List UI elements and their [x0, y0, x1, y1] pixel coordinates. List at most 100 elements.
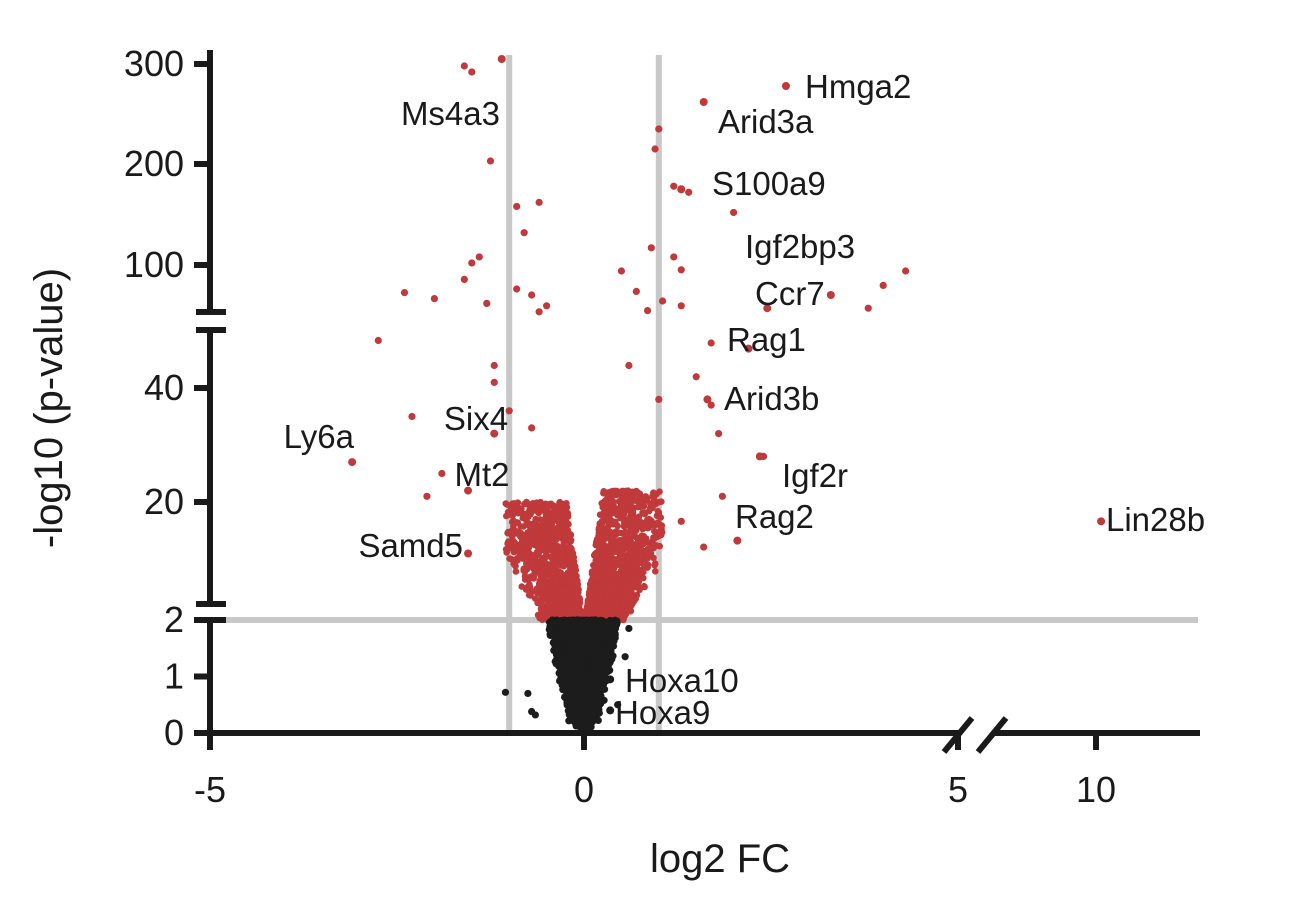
data-point — [635, 523, 643, 530]
data-point — [567, 597, 574, 605]
data-point — [545, 610, 553, 618]
data-point — [510, 517, 517, 524]
data-point — [533, 516, 540, 523]
data-point — [596, 511, 604, 518]
data-point — [509, 503, 516, 511]
data-point — [620, 510, 628, 518]
data-point — [597, 589, 605, 597]
data-point — [505, 538, 512, 545]
data-point — [636, 586, 643, 594]
data-point — [637, 547, 645, 555]
data-point — [526, 522, 533, 530]
data-point — [645, 524, 653, 531]
data-point — [630, 522, 638, 530]
data-point — [638, 569, 646, 577]
data-point — [557, 556, 565, 563]
data-point — [595, 560, 603, 568]
data-point — [512, 568, 520, 575]
data-point — [643, 497, 650, 504]
data-point — [637, 498, 644, 506]
data-point — [626, 549, 634, 557]
data-point — [530, 553, 537, 560]
data-point — [552, 609, 560, 616]
data-point — [605, 528, 613, 536]
data-point — [641, 520, 648, 528]
data-point — [557, 510, 565, 518]
data-point — [633, 591, 641, 599]
data-point — [508, 556, 515, 563]
data-point — [650, 544, 657, 552]
data-point — [614, 522, 621, 530]
data-point — [608, 536, 615, 543]
data-point — [535, 547, 542, 555]
data-point — [515, 504, 522, 511]
data-point — [535, 509, 542, 517]
data-point — [570, 562, 578, 570]
data-point — [608, 498, 616, 506]
data-point — [616, 537, 623, 544]
data-point — [538, 603, 545, 611]
data-point — [561, 572, 569, 579]
data-point — [623, 522, 630, 529]
data-point — [553, 603, 560, 610]
data-point — [616, 548, 624, 556]
data-point — [623, 594, 630, 602]
data-point — [548, 536, 555, 544]
data-point — [504, 501, 511, 508]
data-point — [538, 598, 546, 605]
data-point — [538, 517, 545, 524]
data-point — [540, 524, 548, 532]
data-point — [548, 525, 556, 533]
data-point — [573, 597, 581, 604]
data-point — [549, 509, 557, 516]
data-point — [535, 558, 543, 565]
data-point — [517, 523, 524, 530]
data-point — [518, 540, 525, 548]
data-point — [613, 570, 621, 578]
data-point — [654, 508, 662, 515]
data-point — [561, 504, 568, 511]
data-point — [620, 496, 627, 504]
data-point — [608, 520, 615, 528]
data-point — [547, 531, 555, 538]
data-point — [514, 528, 521, 535]
data-point — [553, 560, 561, 568]
data-point — [612, 592, 620, 600]
data-point — [637, 534, 644, 541]
data-point — [600, 567, 608, 575]
data-point — [657, 514, 664, 521]
data-point — [654, 519, 661, 527]
data-point — [652, 568, 659, 575]
data-point — [602, 515, 609, 522]
data-point — [620, 558, 627, 566]
data-point — [525, 583, 532, 590]
data-point — [545, 588, 552, 595]
data-point — [641, 509, 649, 516]
data-point — [599, 555, 606, 562]
data-point — [628, 528, 635, 535]
data-point — [523, 498, 530, 506]
data-point — [523, 560, 530, 567]
data-point — [610, 585, 618, 593]
data-point — [607, 560, 614, 568]
data-point — [624, 605, 631, 612]
data-point — [528, 558, 536, 566]
data-point — [563, 518, 570, 525]
data-point — [547, 500, 555, 508]
data-point — [627, 540, 635, 547]
data-point — [626, 586, 634, 594]
data-point — [505, 545, 512, 552]
data-point — [513, 555, 521, 562]
data-point — [615, 529, 622, 536]
data-point — [550, 546, 558, 553]
data-point — [542, 538, 549, 546]
data-point — [600, 600, 607, 608]
data-point — [586, 588, 593, 596]
data-point — [658, 498, 665, 506]
data-point — [540, 574, 548, 581]
data-point — [604, 591, 611, 599]
data-point — [620, 599, 627, 607]
data-point — [535, 535, 542, 543]
data-point — [627, 512, 634, 520]
data-point — [599, 503, 607, 511]
